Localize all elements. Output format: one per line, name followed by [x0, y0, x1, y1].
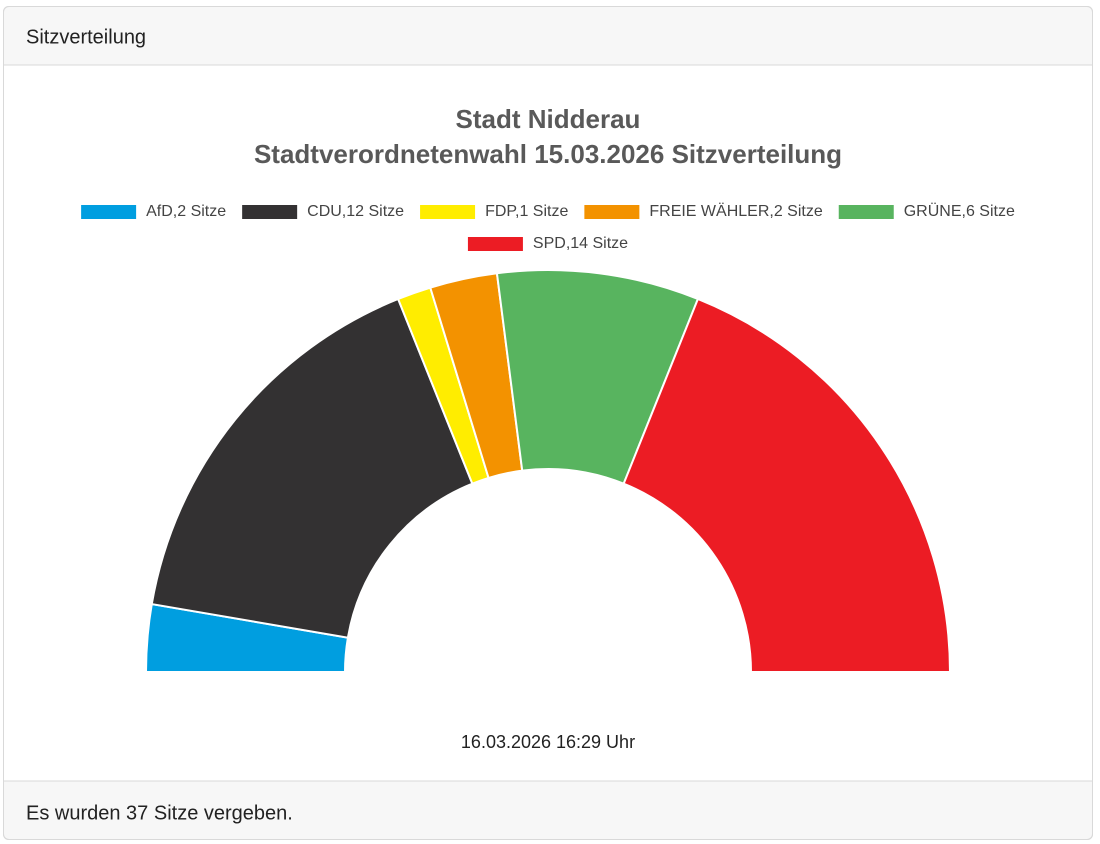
legend-swatch [467, 237, 523, 251]
legend-swatch [420, 205, 476, 219]
slices [144, 269, 952, 673]
legend-item: AfD,2 Sitze [81, 203, 226, 220]
card-footer [3, 780, 1093, 840]
seat-slice [622, 297, 952, 673]
footer-text: Es wurden 37 Sitze vergeben. [26, 802, 293, 824]
legend-swatch [242, 205, 298, 219]
chart-subtitle: Stadtverordnetenwahl 15.03.2026 Sitzvert… [254, 139, 842, 169]
legend-item: GRÜNE,6 Sitze [838, 202, 1015, 220]
seat-slice [150, 297, 474, 639]
legend-item: FDP,1 Sitze [420, 203, 568, 220]
legend-label: AfD,2 Sitze [146, 203, 226, 220]
timestamp: 16.03.2026 16:29 Uhr [461, 732, 635, 752]
legend-label: SPD,14 Sitze [533, 235, 628, 252]
legend-label: FDP,1 Sitze [485, 203, 568, 220]
legend-label: FREIE WÄHLER,2 Sitze [649, 202, 822, 220]
legend-label: GRÜNE,6 Sitze [904, 202, 1015, 220]
legend-item: CDU,12 Sitze [242, 203, 404, 220]
chart-title: Stadt Nidderau [456, 104, 641, 134]
legend-label: CDU,12 Sitze [307, 203, 404, 220]
legend-swatch [584, 205, 640, 219]
legend-swatch [81, 205, 137, 219]
card-header [3, 6, 1093, 66]
header-title: Sitzverteilung [26, 26, 146, 48]
legend-item: SPD,14 Sitze [467, 235, 628, 252]
legend-item: FREIE WÄHLER,2 Sitze [584, 202, 823, 220]
legend-swatch [838, 205, 894, 219]
legend: AfD,2 Sitze CDU,12 Sitze FDP,1 Sitze FREIE … [81, 202, 1015, 252]
